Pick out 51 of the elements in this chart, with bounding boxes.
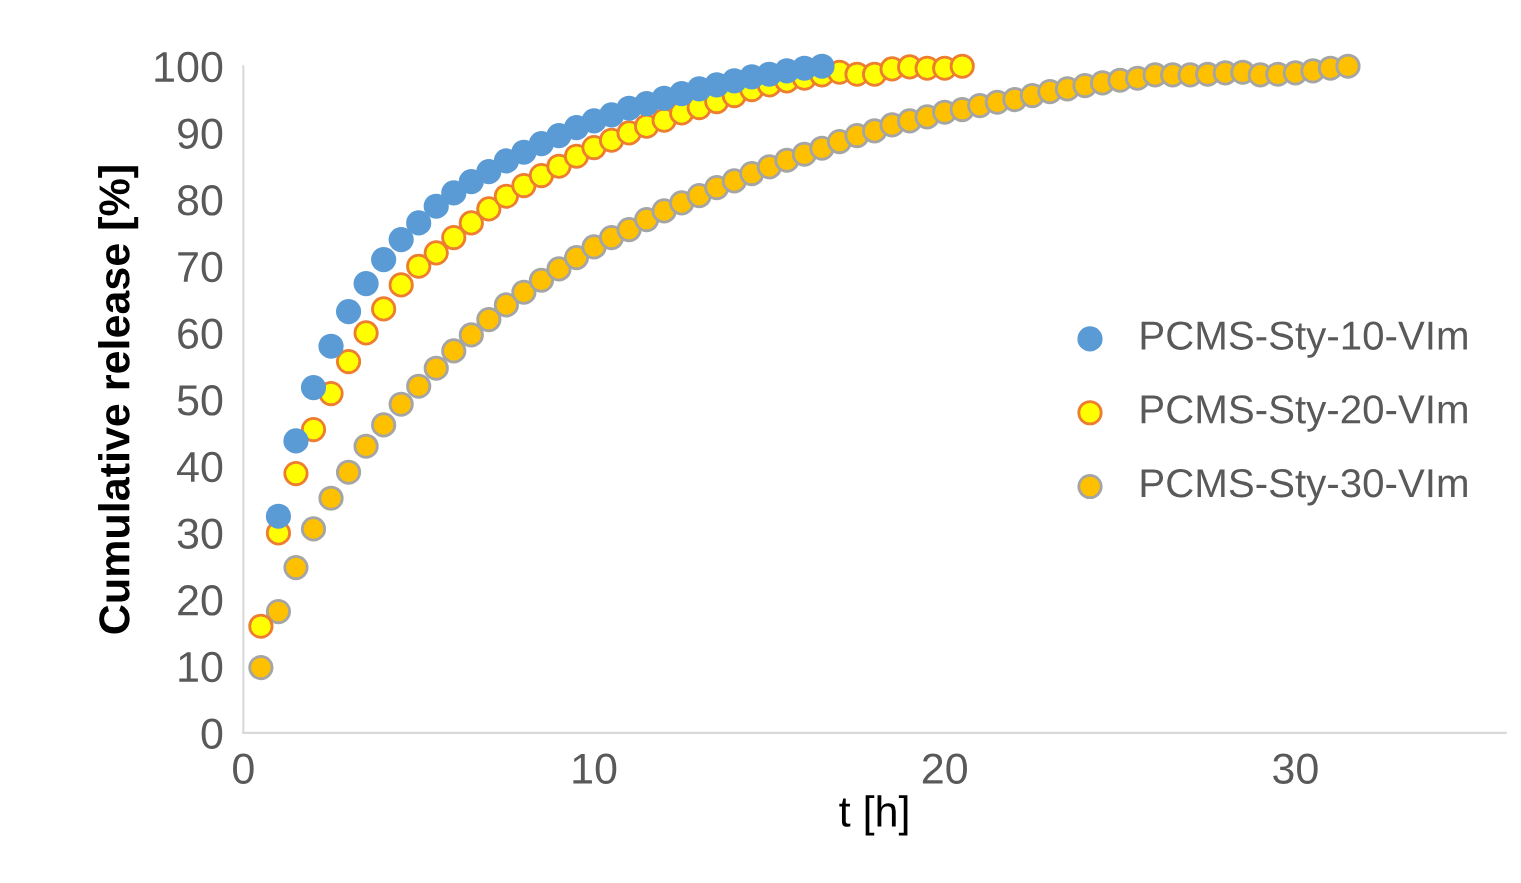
point (476, 158, 502, 185)
point (353, 270, 379, 297)
point (335, 348, 362, 375)
x-tick-label: 20 (922, 753, 967, 784)
point (406, 210, 432, 236)
point (809, 53, 835, 79)
y-tick-label: 10 (179, 651, 223, 683)
y-tick-label: 100 (155, 51, 223, 83)
y-tick-label: 70 (178, 251, 223, 283)
y-tick-label: 30 (177, 518, 223, 549)
point (511, 172, 537, 199)
y-tick-label: 90 (178, 118, 223, 149)
point (423, 240, 449, 266)
point (371, 246, 397, 273)
point (318, 333, 344, 359)
point (283, 460, 309, 487)
point (441, 224, 467, 251)
point (458, 210, 484, 236)
x-tick-label: 10 (573, 753, 617, 784)
point (248, 613, 274, 639)
point (441, 180, 467, 206)
y-tick-label: 60 (178, 318, 223, 349)
y-tick-label: 80 (177, 185, 223, 216)
x-tick-label: 30 (1273, 753, 1318, 784)
legend-label: PCMS-Sty-20-VIm (1141, 395, 1467, 432)
point (335, 298, 362, 325)
point (949, 53, 975, 79)
point (406, 253, 432, 279)
x-tick-label: 0 (233, 753, 254, 784)
point (388, 226, 414, 253)
point (458, 168, 484, 195)
y-axis-title: Cumulative release [%] (98, 166, 139, 634)
point (493, 183, 519, 209)
point (283, 428, 309, 454)
y-tick-label: 20 (178, 585, 223, 616)
x-axis-title: t [h] (839, 795, 908, 836)
legend-label: PCMS-Sty-10-VIm (1141, 321, 1467, 358)
point (371, 296, 397, 322)
y-tick-label: 50 (177, 385, 223, 416)
point (388, 272, 414, 298)
y-tick-label: 0 (201, 718, 223, 749)
point (353, 320, 379, 346)
y-tick-label: 40 (177, 451, 223, 483)
point (546, 153, 572, 179)
point (423, 193, 449, 219)
point (300, 374, 327, 401)
point (265, 503, 292, 529)
point (528, 162, 555, 189)
point (476, 196, 502, 222)
legend-label: PCMS-Sty-30-VIm (1141, 468, 1467, 506)
point (300, 416, 327, 443)
